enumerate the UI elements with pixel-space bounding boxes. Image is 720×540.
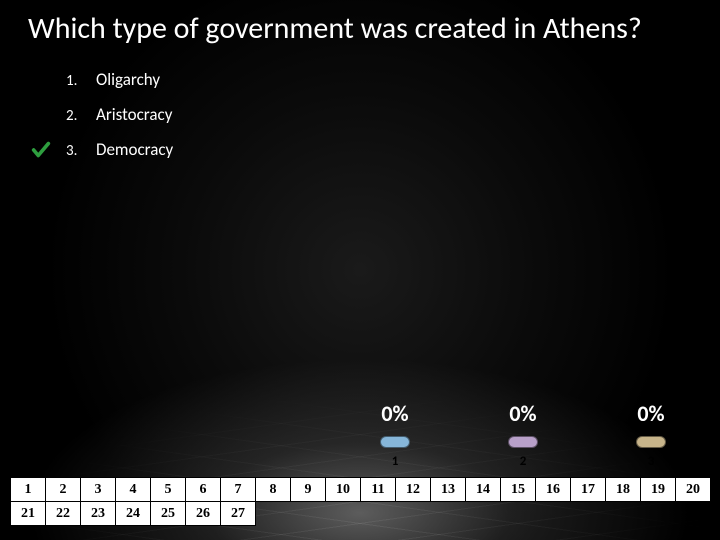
grid-cell: 24 xyxy=(116,502,151,526)
grid-cell: 27 xyxy=(221,502,256,526)
percent-label: 0% xyxy=(381,400,408,427)
grid-cell xyxy=(291,502,326,526)
grid-cell xyxy=(256,502,291,526)
grid-cell: 20 xyxy=(676,478,711,502)
percent-label: 0% xyxy=(637,400,664,427)
options-list: 1. Oligarchy 2. Aristocracy 3. Democracy xyxy=(0,69,720,160)
grid-cell: 10 xyxy=(326,478,361,502)
grid-cell: 11 xyxy=(361,478,396,502)
grid-cell xyxy=(571,502,606,526)
bar-pill xyxy=(636,436,666,448)
grid-cell: 3 xyxy=(81,478,116,502)
question-title: Which type of government was created in … xyxy=(0,0,720,47)
grid-cell: 25 xyxy=(151,502,186,526)
responder-grid: 1234567891011121314151617181920 21222324… xyxy=(10,477,711,526)
table-row: 1234567891011121314151617181920 xyxy=(11,478,711,502)
grid-cell: 14 xyxy=(466,478,501,502)
grid-cell: 26 xyxy=(186,502,221,526)
grid-cell xyxy=(361,502,396,526)
bar-pill xyxy=(380,436,410,448)
table-row: 21222324252627 xyxy=(11,502,711,526)
chart-column: 0% 3 xyxy=(610,400,692,468)
option-text: Aristocracy xyxy=(96,104,172,125)
grid-cell xyxy=(536,502,571,526)
response-chart: 0% 1 0% 2 0% 3 xyxy=(354,400,692,468)
grid-cell xyxy=(676,502,711,526)
percent-label: 0% xyxy=(509,400,536,427)
grid-cell xyxy=(641,502,676,526)
grid-cell: 19 xyxy=(641,478,676,502)
option-row: 3. Democracy xyxy=(66,139,720,160)
checkmark-icon xyxy=(30,139,52,166)
grid-cell: 16 xyxy=(536,478,571,502)
grid-cell xyxy=(606,502,641,526)
option-number: 1. xyxy=(66,72,96,90)
grid-cell: 23 xyxy=(81,502,116,526)
chart-column: 0% 2 xyxy=(482,400,564,468)
option-number: 2. xyxy=(66,107,96,125)
grid-cell: 8 xyxy=(256,478,291,502)
chart-column: 0% 1 xyxy=(354,400,436,468)
grid-cell: 17 xyxy=(571,478,606,502)
option-number: 3. xyxy=(66,142,96,160)
number-grid-table: 1234567891011121314151617181920 21222324… xyxy=(10,477,711,526)
bar-pill xyxy=(508,436,538,448)
grid-cell: 9 xyxy=(291,478,326,502)
grid-cell: 5 xyxy=(151,478,186,502)
chart-xlabel: 2 xyxy=(520,455,527,468)
grid-cell: 21 xyxy=(11,502,46,526)
grid-cell: 22 xyxy=(46,502,81,526)
grid-cell xyxy=(326,502,361,526)
option-text: Democracy xyxy=(96,139,173,160)
chart-xlabel: 3 xyxy=(648,455,655,468)
grid-cell: 4 xyxy=(116,478,151,502)
grid-cell xyxy=(466,502,501,526)
grid-cell: 2 xyxy=(46,478,81,502)
grid-cell xyxy=(501,502,536,526)
grid-cell: 18 xyxy=(606,478,641,502)
grid-cell: 7 xyxy=(221,478,256,502)
grid-cell: 13 xyxy=(431,478,466,502)
grid-cell: 12 xyxy=(396,478,431,502)
option-text: Oligarchy xyxy=(96,69,160,90)
grid-cell xyxy=(431,502,466,526)
grid-cell: 6 xyxy=(186,478,221,502)
chart-xlabel: 1 xyxy=(392,455,399,468)
grid-cell xyxy=(396,502,431,526)
option-row: 2. Aristocracy xyxy=(66,104,720,125)
option-row: 1. Oligarchy xyxy=(66,69,720,90)
grid-cell: 15 xyxy=(501,478,536,502)
grid-cell: 1 xyxy=(11,478,46,502)
